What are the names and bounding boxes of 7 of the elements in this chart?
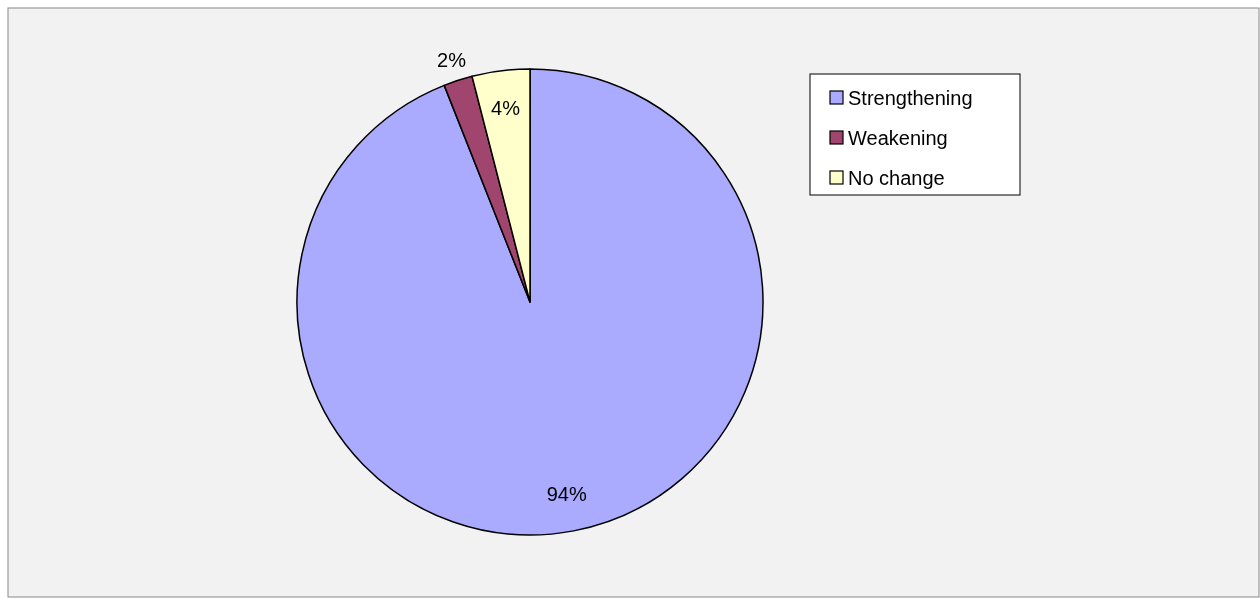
legend-label: No change: [848, 167, 945, 189]
data-label: 94%: [546, 483, 587, 506]
legend-label: Weakening: [848, 127, 948, 149]
legend-label: Strengthening: [848, 87, 973, 109]
data-label: 4%: [491, 96, 521, 119]
data-label: 2%: [437, 49, 467, 72]
pie-slice: [296, 68, 764, 536]
